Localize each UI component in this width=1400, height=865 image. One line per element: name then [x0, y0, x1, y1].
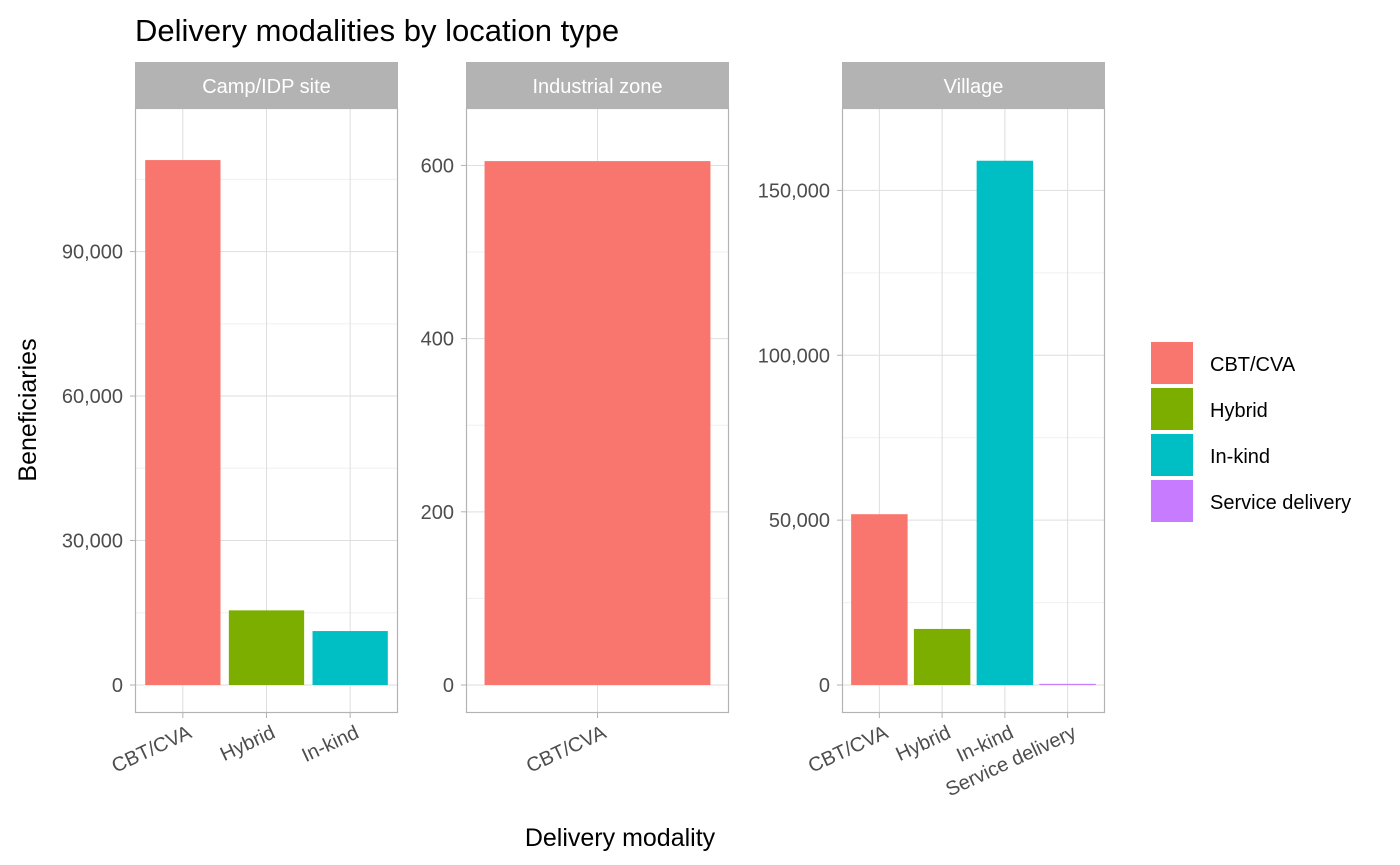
panel-border — [841, 107, 1106, 714]
facet-strip-label: Village — [944, 76, 1004, 98]
y-tick-label: 100,000 — [758, 345, 830, 367]
bar — [913, 628, 971, 685]
x-tick-label: Hybrid — [893, 722, 955, 766]
chart-title: Delivery modalities by location type — [135, 13, 619, 48]
y-tick-label: 0 — [112, 675, 123, 697]
legend-label: CBT/CVA — [1210, 354, 1296, 376]
panel-border — [465, 107, 730, 714]
x-tick-label: In-kind — [299, 722, 363, 767]
legend: CBT/CVA Hybrid In-kind Service delivery — [1151, 342, 1351, 522]
legend-label: Hybrid — [1210, 400, 1268, 422]
legend-key — [1151, 480, 1193, 522]
x-tick-label: CBT/CVA — [805, 721, 892, 777]
x-axis-title: Delivery modality — [525, 824, 716, 852]
legend-label: In-kind — [1210, 446, 1270, 468]
y-tick-label: 50,000 — [769, 510, 830, 532]
legend-key — [1151, 342, 1193, 384]
legend-key — [1151, 434, 1193, 476]
y-tick-label: 0 — [443, 675, 454, 697]
legend-label: Service delivery — [1210, 492, 1351, 514]
bar — [976, 160, 1034, 685]
facet-panel: Industrial zone 0 200 400 600 CBT/CVA — [421, 62, 730, 778]
y-tick-label: 0 — [819, 675, 830, 697]
y-tick-label: 150,000 — [758, 180, 830, 202]
facet-strip — [466, 62, 729, 108]
bar — [1039, 683, 1096, 685]
panel-border — [134, 107, 399, 714]
y-tick-label: 200 — [421, 502, 454, 524]
legend-key — [1151, 388, 1193, 430]
facet-panel: Camp/IDP site 0 30,000 60,000 90,000 CBT/CVA H… — [62, 62, 399, 778]
bar — [484, 161, 711, 685]
facet-strip — [135, 62, 398, 108]
x-tick-label: CBT/CVA — [523, 721, 610, 777]
facet-strip — [842, 62, 1105, 108]
y-tick-label: 60,000 — [62, 386, 123, 408]
y-axis-title: Beneficiaries — [14, 338, 42, 481]
bar — [851, 514, 908, 685]
facet-strip-label: Camp/IDP site — [202, 76, 331, 98]
bar — [145, 160, 221, 685]
bar — [228, 610, 305, 685]
x-tick-label: Hybrid — [217, 722, 279, 766]
y-tick-label: 30,000 — [62, 531, 123, 553]
y-tick-label: 600 — [421, 155, 454, 177]
bar — [312, 631, 388, 685]
y-tick-label: 90,000 — [62, 242, 123, 264]
facet-panel: Village 0 50,000 100,000 150,000 CBT/CVA Hybri… — [758, 62, 1106, 801]
facet-strip-label: Industrial zone — [532, 76, 662, 98]
x-tick-label: CBT/CVA — [108, 721, 195, 777]
y-tick-label: 400 — [421, 329, 454, 351]
